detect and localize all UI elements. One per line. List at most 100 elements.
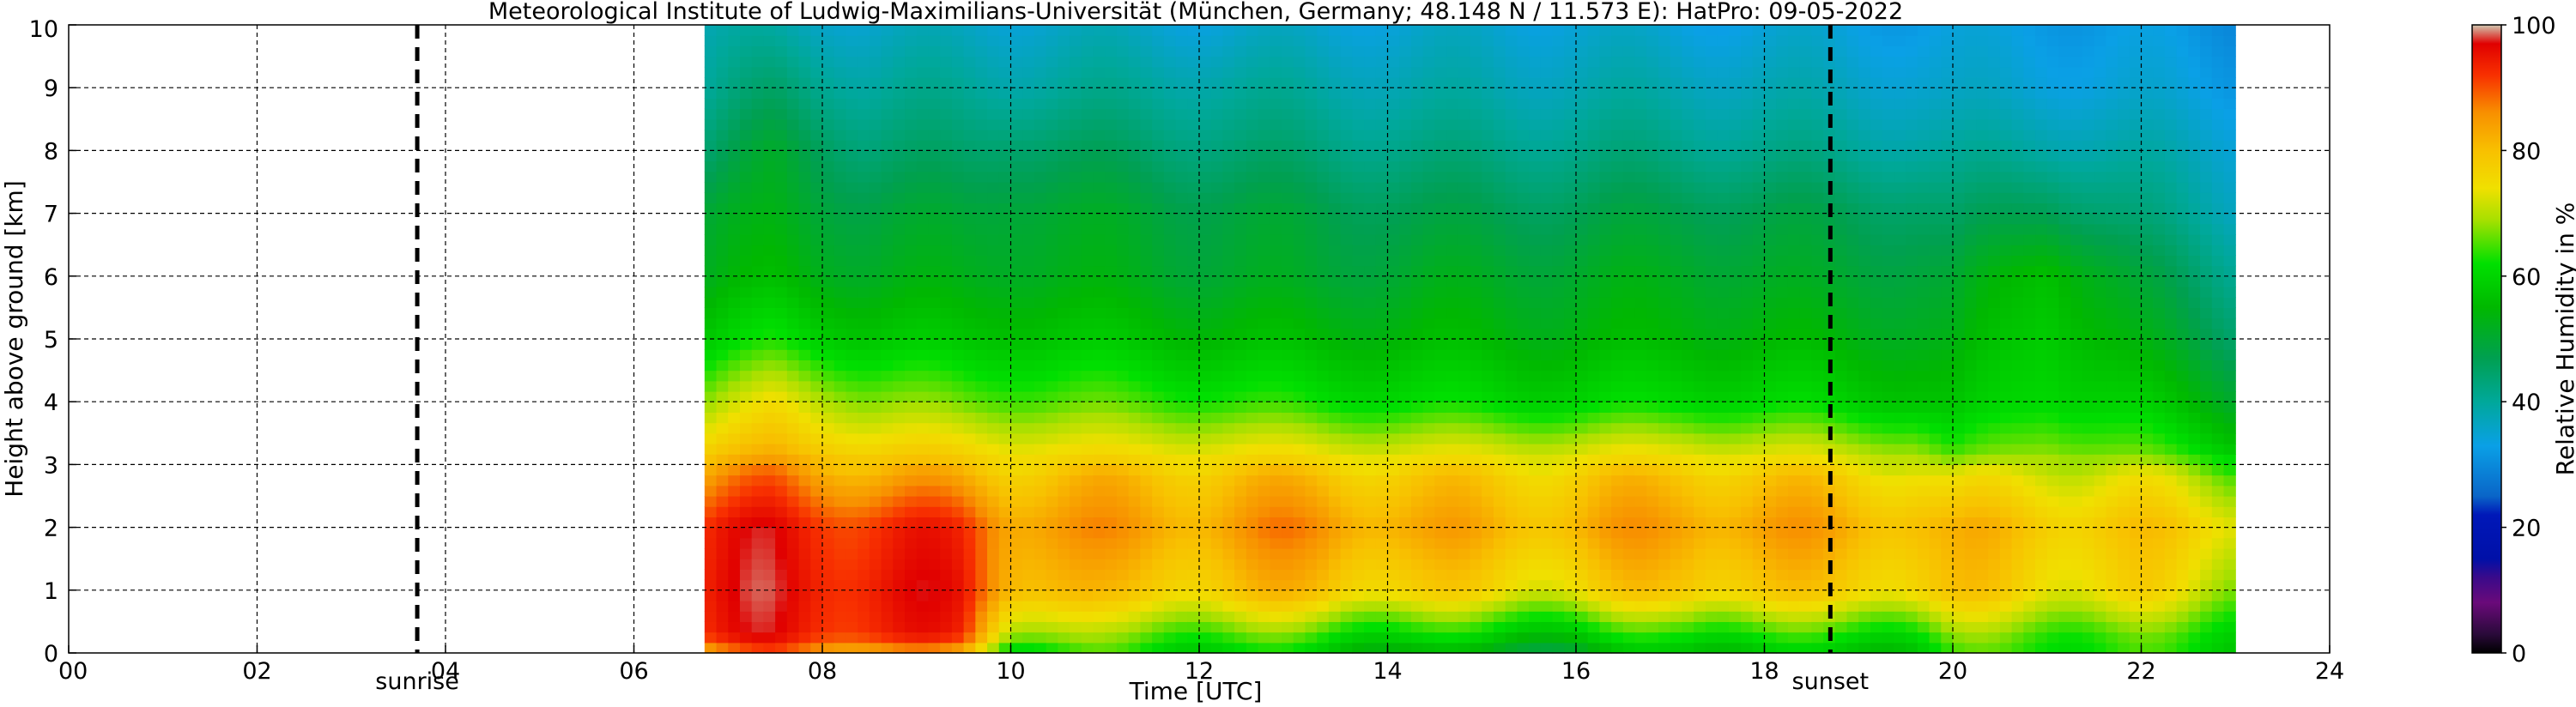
heatmap-cell	[810, 234, 823, 245]
heatmap-cell	[1493, 412, 1506, 424]
heatmap-cell	[940, 118, 953, 130]
heatmap-cell	[1529, 160, 1542, 172]
heatmap-cell	[1305, 307, 1318, 319]
heatmap-cell	[1282, 601, 1294, 612]
heatmap-cell	[1199, 506, 1212, 517]
heatmap-cell	[1493, 621, 1506, 633]
heatmap-cell	[775, 25, 788, 36]
heatmap-cell	[1246, 527, 1259, 539]
heatmap-cell	[1446, 255, 1459, 267]
heatmap-cell	[786, 56, 800, 68]
heatmap-cell	[1258, 56, 1270, 68]
heatmap-cell	[1446, 98, 1459, 110]
heatmap-cell	[858, 192, 870, 203]
heatmap-cell	[1328, 192, 1342, 203]
heatmap-cell	[1387, 601, 1400, 612]
heatmap-cell	[1317, 171, 1330, 183]
heatmap-cell	[1587, 496, 1601, 507]
heatmap-cell	[916, 265, 930, 277]
heatmap-cell	[975, 287, 988, 298]
heatmap-cell	[1293, 275, 1306, 287]
heatmap-cell	[881, 45, 894, 57]
heatmap-cell	[1305, 559, 1318, 570]
heatmap-cell	[1199, 496, 1212, 507]
heatmap-cell	[1270, 537, 1282, 549]
heatmap-cell	[1340, 432, 1353, 444]
heatmap-cell	[1505, 77, 1518, 88]
heatmap-cell	[1246, 234, 1259, 245]
heatmap-cell	[975, 601, 988, 612]
heatmap-cell	[963, 255, 976, 267]
heatmap-cell	[1210, 255, 1224, 267]
heatmap-cell	[1552, 496, 1565, 507]
heatmap-cell	[1317, 402, 1330, 413]
heatmap-cell	[893, 464, 906, 476]
heatmap-cell	[1375, 130, 1389, 141]
heatmap-cell	[1599, 589, 1612, 601]
heatmap-cell	[798, 474, 811, 486]
heatmap-cell	[998, 275, 1012, 287]
heatmap-cell	[963, 339, 976, 350]
heatmap-cell	[1375, 140, 1389, 151]
heatmap-cell	[1446, 642, 1459, 654]
heatmap-cell	[987, 213, 1000, 225]
heatmap-cell	[798, 77, 811, 88]
heatmap-cell	[1458, 527, 1471, 539]
heatmap-cell	[775, 171, 788, 183]
heatmap-cell	[728, 307, 741, 319]
heatmap-cell	[1199, 517, 1212, 529]
heatmap-cell	[1493, 474, 1506, 486]
heatmap-cell	[1599, 56, 1612, 68]
heatmap-cell	[751, 88, 765, 99]
heatmap-cell	[1564, 307, 1577, 319]
heatmap-cell	[858, 275, 870, 287]
heatmap-cell	[1552, 108, 1565, 120]
heatmap-cell	[846, 182, 858, 193]
heatmap-cell	[1175, 601, 1188, 612]
heatmap-cell	[739, 412, 753, 424]
heatmap-cell	[998, 255, 1012, 267]
heatmap-cell	[1140, 130, 1153, 141]
heatmap-cell	[951, 45, 965, 57]
heatmap-cell	[1033, 307, 1047, 319]
heatmap-cell	[1175, 140, 1188, 151]
heatmap-cell	[1387, 432, 1400, 444]
heatmap-cell	[1270, 432, 1282, 444]
heatmap-cell	[1611, 485, 1624, 497]
heatmap-cell	[1270, 98, 1282, 110]
heatmap-cell	[1387, 412, 1400, 424]
heatmap-cell	[728, 391, 741, 402]
heatmap-cell	[1446, 589, 1459, 601]
heatmap-cell	[1293, 245, 1306, 256]
heatmap-cell	[963, 485, 976, 497]
heatmap-cell	[1517, 213, 1530, 225]
heatmap-cell	[1234, 559, 1247, 570]
heatmap-cell	[822, 98, 835, 110]
heatmap-cell	[1163, 402, 1177, 413]
heatmap-cell	[869, 454, 882, 465]
heatmap-cell	[881, 432, 894, 444]
heatmap-cell	[775, 202, 788, 215]
heatmap-cell	[1375, 223, 1389, 235]
heatmap-cell	[1422, 464, 1435, 476]
heatmap-cell	[1270, 370, 1282, 382]
heatmap-cell	[1670, 66, 1683, 78]
heatmap-cell	[1422, 202, 1435, 215]
heatmap-cell	[881, 559, 894, 570]
heatmap-cell	[975, 559, 988, 570]
heatmap-cell	[739, 77, 753, 88]
heatmap-cell	[1634, 118, 1647, 130]
heatmap-cell	[1611, 45, 1624, 57]
heatmap-cell	[1033, 349, 1047, 360]
heatmap-cell	[987, 422, 1000, 434]
heatmap-cell	[1564, 621, 1577, 633]
heatmap-cell	[786, 611, 800, 622]
heatmap-cell	[1375, 25, 1389, 36]
heatmap-cell	[1328, 370, 1342, 382]
heatmap-cell	[1128, 506, 1142, 517]
heatmap-cell	[1564, 548, 1577, 559]
heatmap-cell	[1317, 642, 1330, 654]
heatmap-cell	[786, 223, 800, 235]
heatmap-cell	[1622, 56, 1636, 68]
heatmap-cell	[1046, 601, 1058, 612]
